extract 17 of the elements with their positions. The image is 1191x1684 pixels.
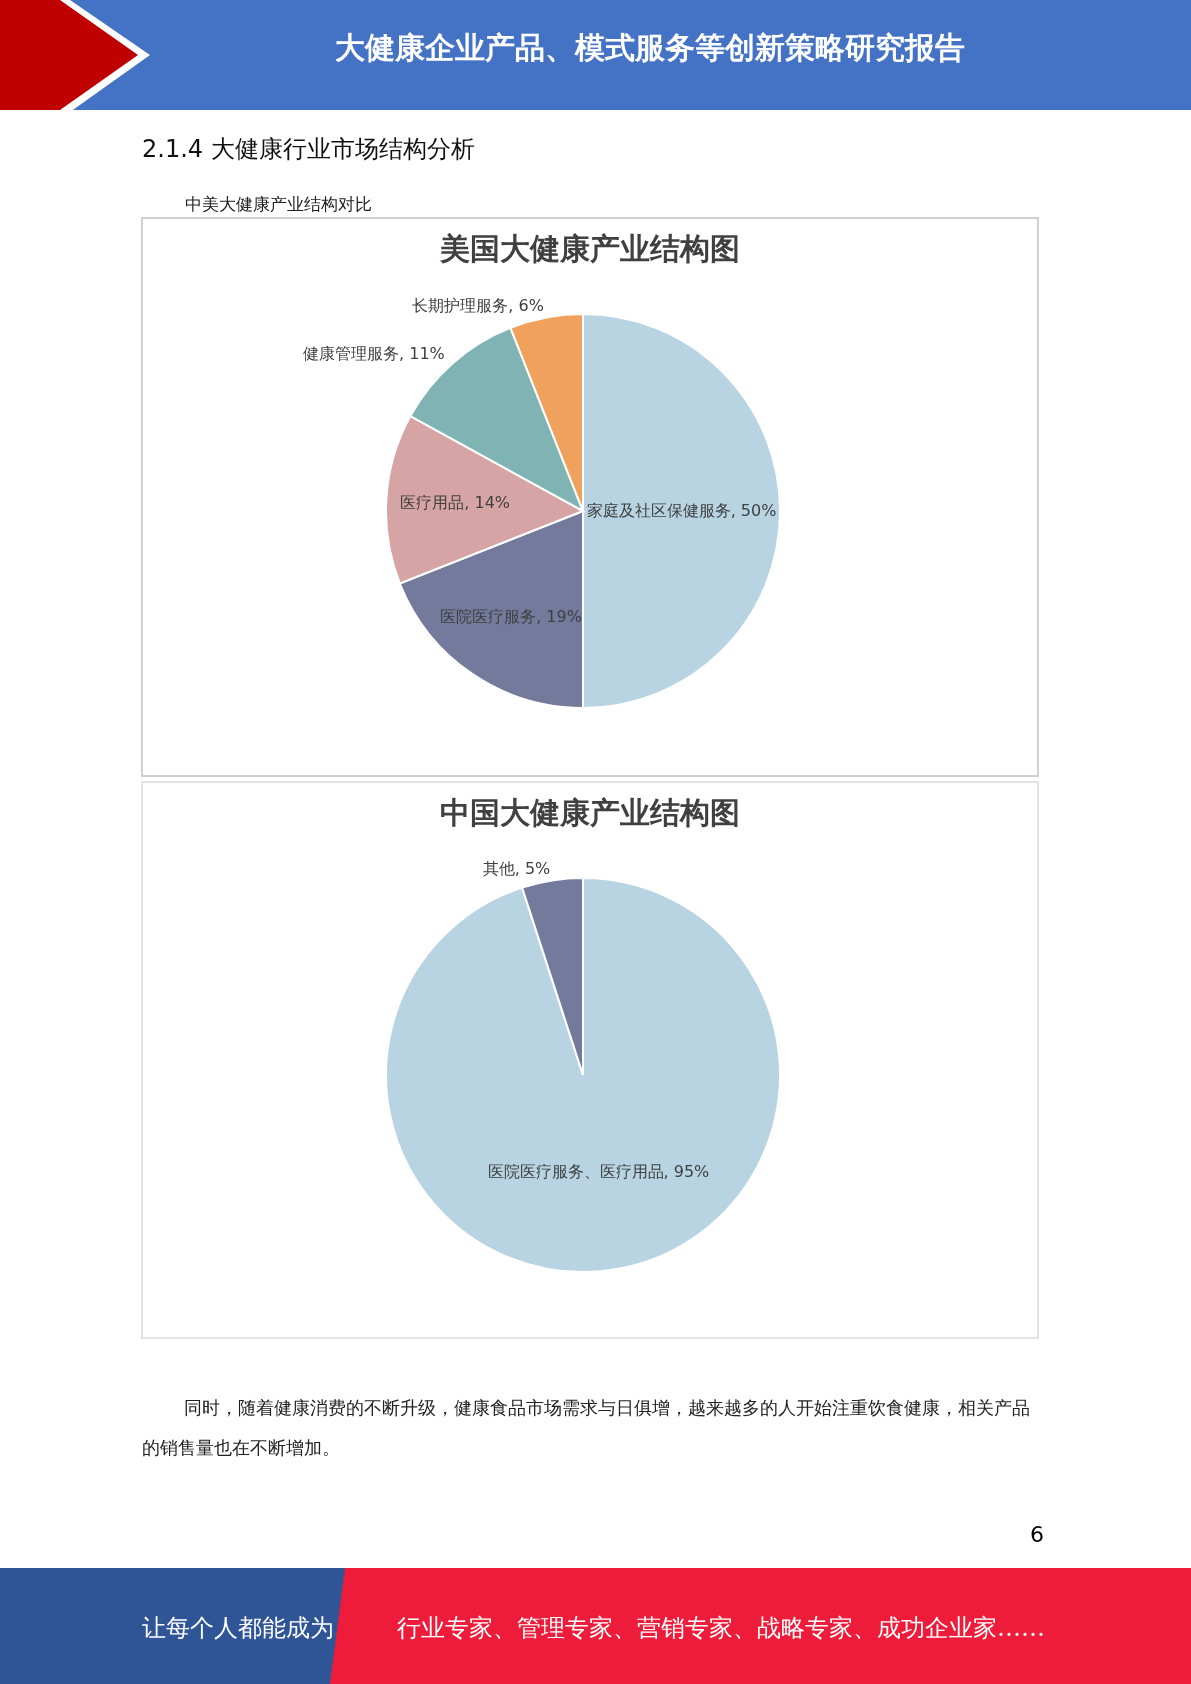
slice-label: 长期护理服务, 6% xyxy=(412,295,544,315)
pie-slice xyxy=(385,877,781,1273)
slice-label: 医院医疗服务, 19% xyxy=(440,606,582,626)
text: 让每个人都能成为 xyxy=(142,1613,334,1644)
chart-title: 美国大健康产业结构图 xyxy=(439,231,740,266)
slice-label: 健康管理服务, 11% xyxy=(303,344,445,364)
slice-label: 医院医疗服务、医疗用品, 95% xyxy=(487,1162,710,1182)
slice-label: 其他, 5% xyxy=(482,858,551,878)
text: 同时，随着健康消费的不断升级，健康食品市场需求与日俱增，越来越多的人开始注重饮食健康，相关产品的销售量也在不断增加。 xyxy=(142,1396,1031,1460)
chart-title: 中国大健康产业结构图 xyxy=(440,795,740,830)
text: 中美大健康产业结构对比 xyxy=(185,193,372,216)
slice-label: 医疗用品, 14% xyxy=(400,492,511,512)
text: 6 xyxy=(1030,1522,1044,1547)
text: 2.1.4 大健康行业市场结构分析 xyxy=(142,134,475,165)
slice-label: 家庭及社区保健服务, 50% xyxy=(586,501,777,520)
text: 行业专家、管理专家、营销专家、战略专家、成功企业家…… xyxy=(397,1613,1045,1644)
text: 大健康企业产品、模式服务等创新策略研究报告 xyxy=(334,29,966,67)
